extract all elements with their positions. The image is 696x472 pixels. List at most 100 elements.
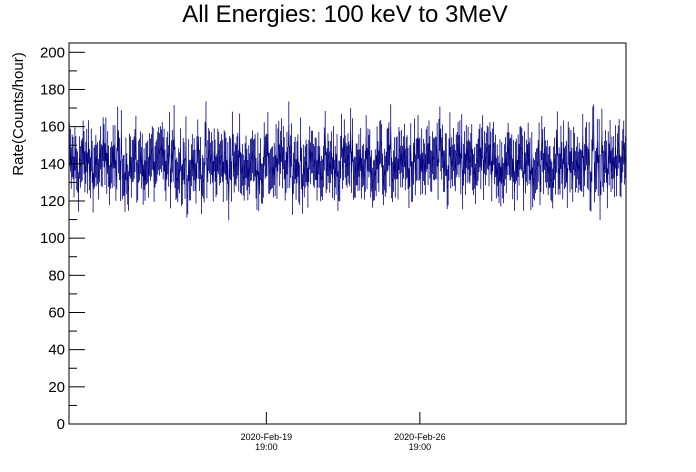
series-segment (383, 169, 385, 186)
series-segment (131, 161, 133, 178)
series-segment (410, 144, 412, 182)
series-segment (319, 167, 321, 182)
series-segment (74, 148, 77, 158)
series-segment (136, 180, 138, 183)
series-segment (294, 157, 297, 180)
series-segment (429, 157, 432, 171)
series-segment (422, 159, 424, 174)
series-segment (559, 147, 562, 174)
series-segment (373, 179, 375, 181)
series-segment (367, 149, 370, 157)
series-segment (452, 149, 454, 166)
x-tick-date: 2020-Feb-26 (394, 432, 446, 442)
series-segment (563, 142, 565, 169)
series-segment (401, 151, 403, 167)
series-segment (573, 148, 575, 155)
series-segment (252, 151, 254, 161)
series-segment (476, 159, 479, 165)
series-segment (333, 147, 335, 181)
series-segment (513, 160, 515, 192)
series-segment (364, 137, 367, 172)
series-segment (400, 151, 402, 167)
series-segment (117, 128, 119, 152)
series-segment (404, 158, 407, 170)
series-segment (530, 153, 533, 191)
series-segment (439, 128, 442, 150)
series-segment (615, 146, 617, 176)
series-segment (570, 151, 573, 169)
series-segment (121, 132, 123, 180)
series-segment (197, 141, 199, 158)
series-segment (214, 160, 217, 177)
series-segment (263, 143, 265, 178)
series-segment (223, 151, 226, 154)
series-segment (225, 158, 228, 181)
series-segment (283, 158, 286, 181)
plot-frame (68, 42, 627, 425)
series-segment (421, 149, 423, 174)
series-segment (591, 128, 594, 161)
series-segment (208, 149, 210, 153)
series-segment (552, 167, 554, 189)
series-segment (82, 142, 85, 153)
series-segment (141, 154, 144, 185)
series-segment (111, 146, 114, 168)
series-segment (483, 152, 485, 180)
series-segment (526, 144, 529, 165)
series-segment (192, 159, 195, 171)
y-tick-label: 160 (40, 119, 65, 136)
series-segment (336, 155, 339, 192)
series-segment (408, 165, 411, 189)
series-segment (514, 162, 516, 192)
series-segment (444, 154, 446, 172)
series-segment (491, 149, 493, 182)
series-segment (404, 145, 406, 170)
series-segment (210, 153, 212, 164)
series-segment (76, 169, 78, 173)
series-segment (135, 137, 138, 183)
series-segment (201, 175, 203, 195)
series-segment (264, 155, 267, 158)
series-segment (485, 147, 488, 155)
series-segment (312, 151, 314, 165)
series-segment (595, 168, 597, 172)
series-segment (115, 168, 118, 181)
series-segment (352, 140, 354, 180)
series-segment (461, 136, 463, 190)
series-segment (222, 151, 225, 182)
series-segment (501, 162, 503, 179)
series-segment (207, 149, 210, 162)
series-segment (500, 162, 503, 187)
series-segment (511, 155, 513, 179)
series-segment (557, 167, 560, 175)
series-segment (148, 154, 150, 178)
series-segment (284, 172, 287, 181)
series-segment (140, 152, 142, 168)
series-segment (247, 166, 250, 181)
series-segment (518, 148, 521, 165)
series-segment (81, 159, 83, 162)
series-segment (495, 155, 497, 179)
series-segment (233, 163, 236, 172)
series-segment (309, 147, 311, 164)
series-segment (477, 150, 480, 160)
series-segment (258, 173, 260, 192)
series-segment (142, 169, 145, 185)
series-segment (304, 160, 307, 167)
y-tick-label: 200 (40, 44, 65, 61)
series-segment (121, 175, 124, 180)
series-segment (550, 179, 553, 182)
series-segment (300, 139, 302, 169)
series-segment (539, 171, 542, 186)
series-segment (231, 133, 233, 182)
series-segment (364, 171, 366, 180)
series-segment (371, 170, 373, 188)
series-segment (181, 183, 183, 186)
series-segment (516, 155, 519, 181)
series-segment (276, 149, 279, 179)
series-segment (153, 166, 156, 182)
series-segment (151, 147, 153, 156)
series-segment (392, 171, 394, 182)
series-segment (605, 151, 607, 162)
series-segment (188, 160, 190, 181)
